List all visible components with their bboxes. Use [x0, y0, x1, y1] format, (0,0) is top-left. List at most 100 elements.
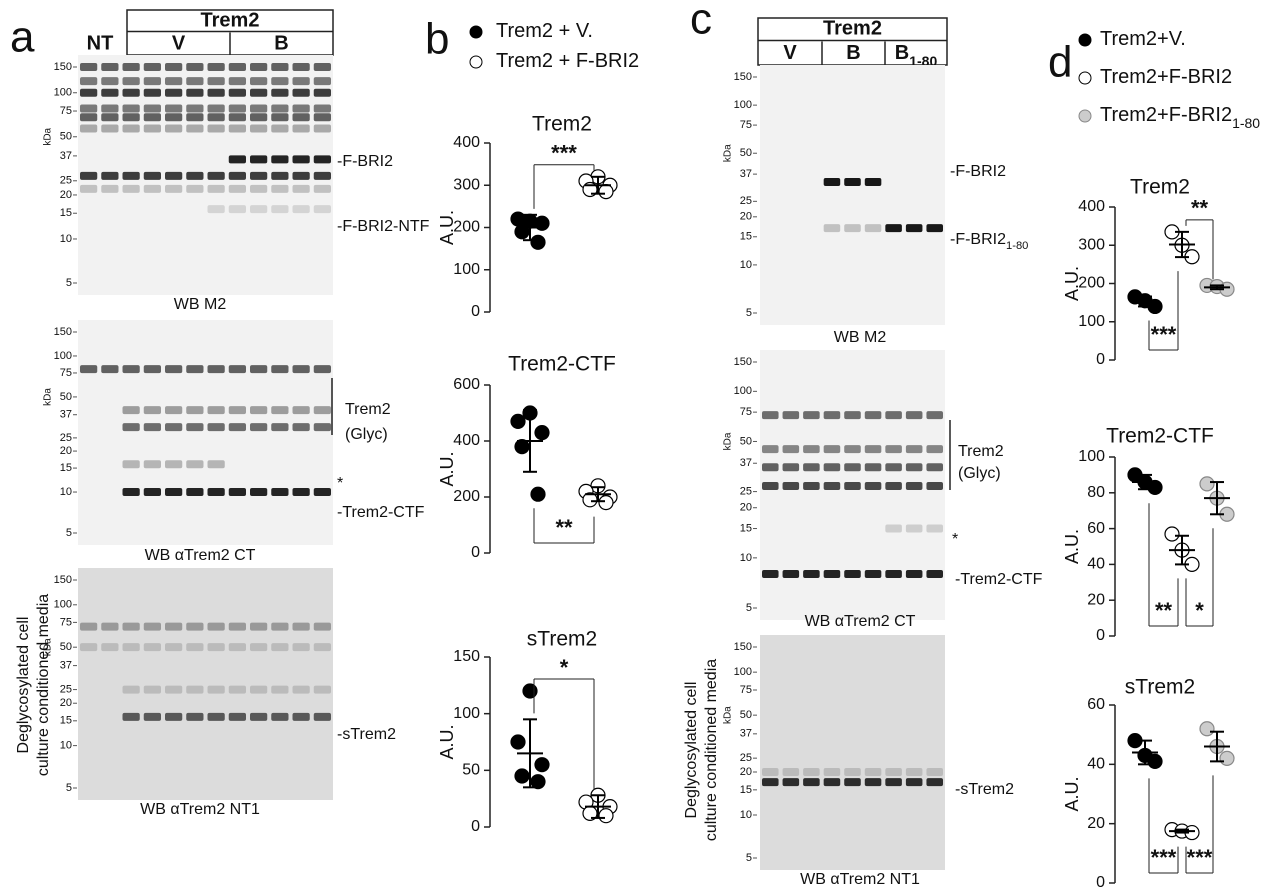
band — [271, 184, 289, 193]
y-tick-label: 0 — [471, 818, 480, 835]
kda-marker: 20 — [740, 766, 752, 778]
kda-marker: 10 — [740, 259, 752, 271]
chart-title: Trem2 — [1130, 176, 1190, 199]
band — [905, 767, 923, 776]
blot-caption: WB M2 — [174, 296, 227, 313]
band — [80, 171, 98, 180]
kda-marker: 50 — [740, 709, 752, 721]
data-point — [598, 183, 614, 200]
band — [143, 171, 161, 180]
kda-marker: 10 — [60, 486, 72, 498]
band — [782, 778, 800, 787]
kda-marker: 100 — [734, 385, 752, 397]
band — [122, 460, 140, 469]
band — [844, 224, 861, 233]
band — [143, 365, 161, 374]
band-label: -Trem2-CTF — [955, 571, 1043, 588]
band-label: (Glyc) — [958, 465, 1001, 482]
band — [186, 423, 204, 432]
data-point — [514, 768, 530, 784]
band — [228, 712, 246, 721]
band — [228, 63, 246, 71]
band — [143, 685, 161, 694]
band — [762, 411, 779, 420]
band — [885, 411, 902, 420]
band — [165, 184, 183, 193]
sig-label: ** — [555, 515, 573, 540]
blot-caption: WB M2 — [834, 329, 887, 346]
band — [143, 63, 161, 71]
band — [250, 155, 268, 164]
band — [292, 88, 310, 97]
band — [122, 77, 140, 86]
band — [313, 205, 331, 214]
legend-label: Trem2+F-BRI2 — [1100, 66, 1232, 88]
band — [101, 365, 119, 374]
band — [905, 482, 923, 491]
band-label: * — [337, 475, 343, 492]
band — [165, 63, 183, 71]
band — [122, 685, 140, 694]
band — [864, 463, 882, 472]
band — [186, 124, 204, 133]
kda-marker: 15 — [60, 207, 72, 219]
band — [271, 171, 289, 180]
band — [207, 124, 225, 133]
band — [207, 184, 225, 193]
band — [207, 460, 225, 469]
band — [122, 88, 140, 97]
band — [207, 622, 225, 631]
panel-letter: c — [690, 0, 712, 44]
y-axis-label: A.U. — [437, 724, 457, 759]
kda-marker: 5 — [746, 307, 752, 319]
kda-marker: 75 — [60, 105, 72, 117]
band — [228, 643, 246, 652]
kda-marker: 20 — [60, 189, 72, 201]
kda-unit: kDa — [43, 388, 54, 406]
band — [864, 482, 882, 491]
band — [313, 63, 331, 71]
band — [292, 155, 310, 164]
band — [207, 365, 225, 374]
band — [823, 224, 841, 233]
kda-unit: kDa — [43, 638, 54, 656]
kda-marker: 150 — [54, 574, 72, 586]
band — [80, 104, 98, 113]
y-tick-label: 400 — [1078, 198, 1105, 215]
kda-marker: 25 — [740, 485, 752, 497]
band-label: -F-BRI2-NTF — [337, 218, 430, 235]
band — [122, 171, 140, 180]
band — [292, 685, 310, 694]
sig-label: *** — [1151, 845, 1177, 870]
band — [313, 685, 331, 694]
legend-marker — [469, 55, 483, 69]
band — [165, 124, 183, 133]
band — [80, 113, 98, 122]
kda-marker: 5 — [66, 527, 72, 539]
band — [292, 712, 310, 721]
sig-label: ** — [1155, 598, 1173, 623]
band — [844, 178, 861, 187]
y-tick-label: 80 — [1087, 484, 1105, 501]
band — [905, 224, 923, 233]
band — [803, 411, 820, 420]
panel-letter: b — [425, 15, 449, 64]
y-tick-label: 0 — [1096, 874, 1105, 891]
band-label-main: * — [952, 531, 958, 548]
kda-marker: 75 — [60, 616, 72, 628]
band — [885, 463, 902, 472]
band — [101, 171, 119, 180]
band — [271, 643, 289, 652]
band — [803, 767, 820, 776]
y-tick-label: 600 — [453, 376, 480, 393]
y-tick-label: 300 — [1078, 236, 1105, 253]
band — [186, 622, 204, 631]
band — [186, 88, 204, 97]
blot-caption: WB αTrem2 CT — [805, 613, 916, 630]
band — [143, 622, 161, 631]
band — [80, 622, 98, 631]
band — [803, 778, 820, 787]
band — [905, 570, 923, 579]
band — [905, 411, 923, 420]
legend-label: Trem2+V. — [1100, 28, 1186, 50]
